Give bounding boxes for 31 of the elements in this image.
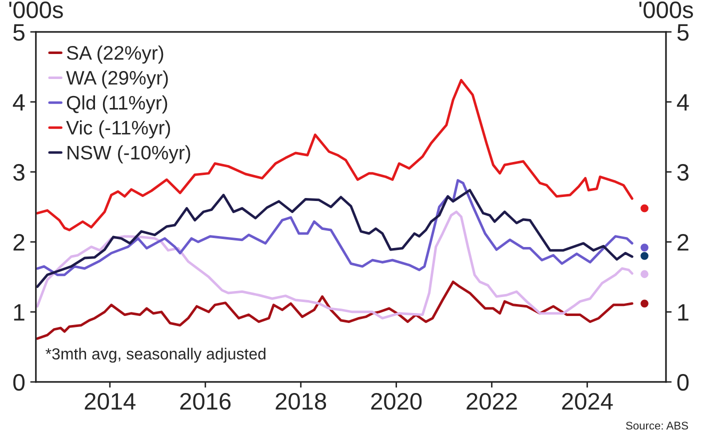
y2-tick-label: 1 xyxy=(678,304,688,320)
y-tick-label: 0 xyxy=(13,374,25,391)
y-tick-label: 4 xyxy=(12,94,25,110)
y-tick-label: 1 xyxy=(14,304,24,320)
y2-tick-label: 2 xyxy=(678,234,688,250)
line-series xyxy=(36,210,634,320)
legend-label: Vic (-11%yr) xyxy=(66,120,170,138)
annotation: *3mth avg, seasonally adjusted xyxy=(46,348,266,363)
x-tick-label: 2016 xyxy=(180,392,231,410)
x-tick-label: 2022 xyxy=(466,392,517,410)
y2-tick-label: 5 xyxy=(677,24,689,41)
legend-label: Qld (11%yr) xyxy=(66,95,168,114)
y2-axis-title: '000s xyxy=(639,1,693,18)
source-note: Source: ABS xyxy=(626,422,688,430)
y2-tick-label: 0 xyxy=(677,374,689,391)
x-tick-label: 2024 xyxy=(562,392,613,410)
line-series xyxy=(36,179,634,276)
line-series xyxy=(36,280,634,340)
y-tick-label: 5 xyxy=(13,24,24,41)
line-series xyxy=(36,188,634,288)
x-tick-label: 2018 xyxy=(276,392,326,410)
legend-label: WA (29%yr) xyxy=(66,70,168,89)
y2-tick-label: 3 xyxy=(677,164,688,181)
y2-tick-label: 4 xyxy=(676,94,689,110)
y-axis-title: '000s xyxy=(9,1,63,18)
x-tick-label: 2020 xyxy=(371,392,422,410)
y-tick-label: 2 xyxy=(14,234,24,250)
x-tick-label: 2014 xyxy=(84,392,136,410)
legend-label: NSW (-10%yr) xyxy=(68,145,190,164)
legend-label: SA (22%yr) xyxy=(66,46,164,64)
y-tick-label: 3 xyxy=(13,164,24,181)
